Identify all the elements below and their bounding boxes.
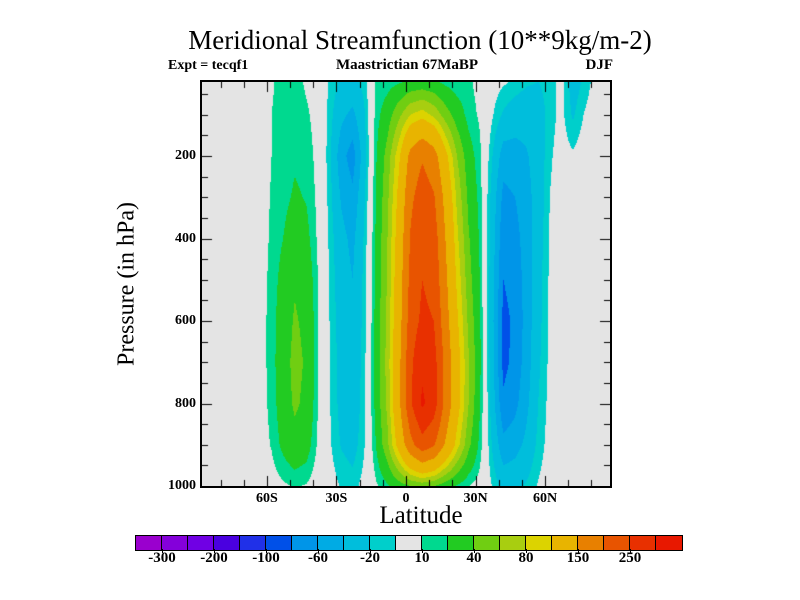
colorbar-label: -100 bbox=[252, 550, 280, 566]
colorbar-segment bbox=[396, 536, 422, 550]
x-tick-label: 30N bbox=[463, 491, 488, 506]
y-tick-label: 800 bbox=[175, 395, 196, 411]
season-label: DJF bbox=[585, 57, 614, 73]
x-tick-label: 0 bbox=[402, 491, 410, 506]
colorbar-segment bbox=[578, 536, 604, 550]
y-tick-label: 600 bbox=[175, 313, 196, 328]
colorbar-label: -20 bbox=[360, 550, 380, 566]
chart-title: Meridional Streamfunction (10**9kg/m-2) bbox=[188, 25, 652, 55]
colorbar-segment bbox=[604, 536, 630, 550]
y-tick-label: 1000 bbox=[168, 478, 196, 493]
colorbar-segment bbox=[240, 536, 266, 550]
colorbar-segment bbox=[214, 536, 240, 550]
colorbar-label: -200 bbox=[200, 550, 228, 566]
colorbar-segment bbox=[188, 536, 214, 550]
colorbar-boundary-tick bbox=[578, 549, 579, 553]
experiment-label: Expt = tecqf1 bbox=[168, 58, 249, 73]
colorbar-segment bbox=[266, 536, 292, 550]
colorbar-label: -300 bbox=[148, 550, 176, 566]
colorbar-segment bbox=[500, 536, 526, 550]
y-axis-title: Pressure (in hPa) bbox=[113, 202, 140, 366]
colorbar-label: 250 bbox=[618, 550, 642, 566]
colorbar-segment bbox=[422, 536, 448, 550]
colorbar-label: 10 bbox=[414, 550, 430, 566]
x-axis-title: Latitude bbox=[379, 502, 463, 529]
x-tick-label: 30S bbox=[325, 491, 348, 506]
colorbar-label: 80 bbox=[518, 550, 534, 566]
colorbar-boundary-tick bbox=[318, 549, 319, 553]
colorbar-boundary-tick bbox=[474, 549, 475, 553]
colorbar-boundary-tick bbox=[630, 549, 631, 553]
colorbar-boundary-tick bbox=[266, 549, 267, 553]
colorbar-segment bbox=[318, 536, 344, 550]
plot-area bbox=[200, 80, 612, 488]
colorbar-segment bbox=[136, 536, 162, 550]
x-tick-label: 60N bbox=[533, 491, 558, 506]
colorbar-label: 40 bbox=[466, 550, 482, 566]
colorbar-segment bbox=[656, 536, 682, 550]
colorbar-segment bbox=[370, 536, 396, 550]
colorbar-segment bbox=[630, 536, 656, 550]
colorbar-segment bbox=[474, 536, 500, 550]
colorbar-label: 150 bbox=[566, 550, 590, 566]
colorbar-segment bbox=[448, 536, 474, 550]
colorbar-boundary-tick bbox=[162, 549, 163, 553]
colorbar-segment bbox=[344, 536, 370, 550]
y-tick-label: 400 bbox=[175, 230, 196, 246]
colorbar-boundary-tick bbox=[526, 549, 527, 553]
colorbar-segment bbox=[526, 536, 552, 550]
colorbar-segment bbox=[552, 536, 578, 550]
colorbar-segment bbox=[292, 536, 318, 550]
colorbar-label: -60 bbox=[308, 550, 328, 566]
colorbar-boundary-tick bbox=[214, 549, 215, 553]
colorbar-boundary-tick bbox=[422, 549, 423, 553]
colorbar-segment bbox=[162, 536, 188, 550]
colorbar-boundary-tick bbox=[370, 549, 371, 553]
colorbar bbox=[135, 535, 683, 551]
contour-canvas bbox=[202, 82, 610, 486]
subtitle-label: Maastrictian 67MaBP bbox=[335, 57, 479, 73]
x-tick-label: 60S bbox=[256, 491, 278, 506]
y-tick-label: 200 bbox=[175, 148, 196, 163]
